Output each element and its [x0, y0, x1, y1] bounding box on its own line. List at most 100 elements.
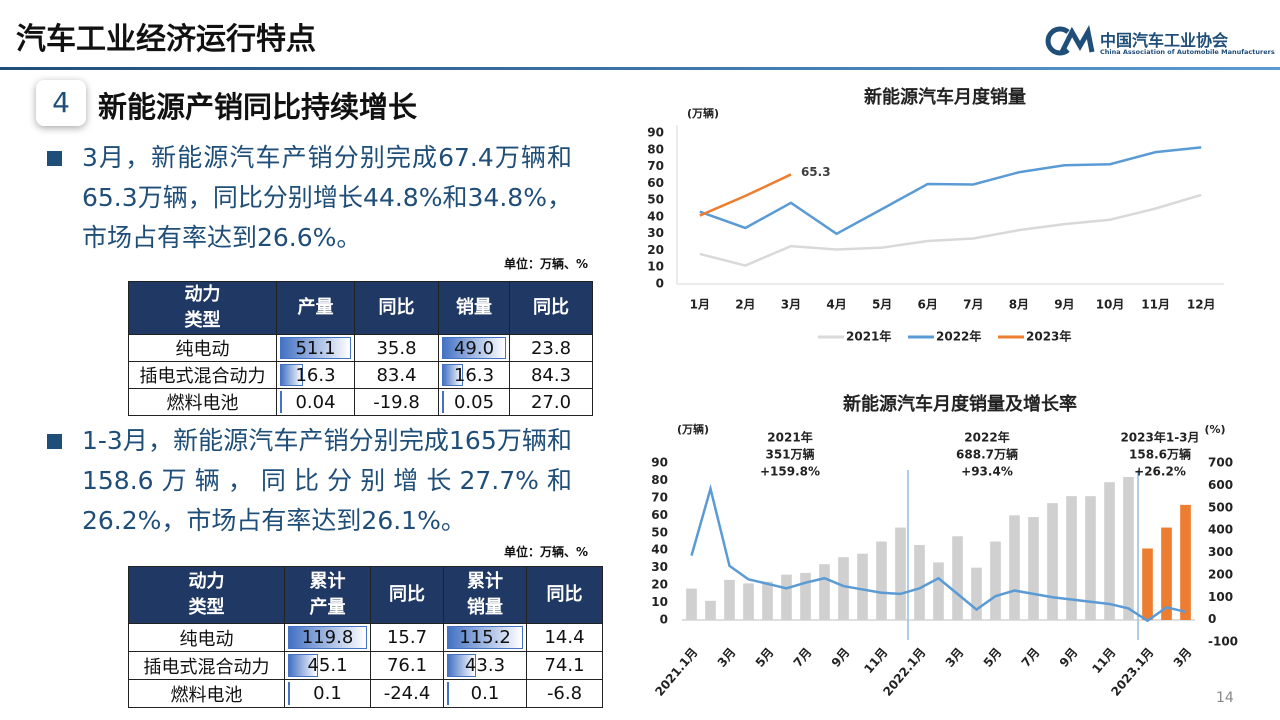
header-text: 同比: [378, 297, 415, 318]
table-header-row: 动力类型 累计产量 同比 累计销量 同比: [128, 566, 603, 624]
x-tick-label: 7月: [963, 298, 983, 312]
x-tick-label: 4月: [826, 298, 846, 312]
table-header-cell: 同比: [370, 566, 444, 624]
data-bar: [442, 364, 464, 386]
data-bar: [280, 391, 282, 413]
table-cell: 15.7: [370, 623, 444, 652]
header-text: 累计产量: [309, 571, 346, 618]
x-tick-label: 11月: [861, 645, 890, 676]
table-cell: 74.1: [526, 651, 603, 680]
table-cell: 16.3: [438, 361, 510, 389]
x-tick-label: 7月: [791, 645, 815, 670]
x-tick-label: 2021.1月: [652, 645, 700, 699]
table-header-cell: 同比: [526, 566, 603, 624]
annotation: +26.2%: [1134, 465, 1186, 479]
bar: [1161, 527, 1172, 620]
y2-tick-label: 700: [1208, 456, 1233, 470]
cell-text: 纯电动: [179, 628, 234, 650]
bullet-text: 1-3月，新能源汽车产销分别完成165万辆和158.6万辆，同比分别增长27.7…: [82, 426, 572, 535]
table-header-row: 动力类型 产量 同比 销量 同比: [128, 281, 593, 335]
data-bar: [280, 364, 303, 386]
cell-text: -6.8: [546, 683, 583, 704]
table-cell: 纯电动: [128, 334, 277, 362]
header-text: 累计销量: [467, 571, 503, 618]
logo: [1045, 24, 1095, 56]
table-row: 插电式混合动力 16.3 83.4 16.3 84.3: [128, 361, 593, 389]
table-cell: 84.3: [509, 361, 593, 389]
data-bar: [442, 337, 506, 359]
table-cell: 纯电动: [128, 623, 285, 652]
section-title: 新能源产销同比持续增长: [98, 90, 418, 124]
y-tick-label: 20: [647, 243, 664, 257]
data-table: 动力类型 累计产量 同比 累计销量 同比 纯电动 119.8 15.7 115.2 14.4 插电式…: [128, 566, 603, 708]
table-row: 燃料电池 0.1 -24.4 0.1 -6.8: [128, 679, 603, 708]
cell-text: 0.05: [453, 391, 495, 413]
bar: [1066, 496, 1077, 620]
table-header-cell: 产量: [276, 281, 355, 335]
cell-text: -24.4: [383, 683, 431, 704]
x-tick-label: 11月: [1141, 298, 1170, 312]
y-tick-label: 70: [651, 490, 668, 504]
data-bar: [288, 654, 318, 677]
header-text: 同比: [533, 297, 569, 318]
table-cell: 14.4: [526, 623, 603, 652]
table-header-cell: 同比: [354, 281, 439, 335]
bar: [705, 600, 716, 620]
cell-text: 插电式混合动力: [143, 656, 270, 678]
cell-text: 0.04: [295, 391, 336, 413]
y2-tick-label: 100: [1208, 590, 1233, 604]
cell-text: 49.0: [453, 337, 495, 359]
data-bar: [288, 682, 290, 705]
bar: [952, 536, 963, 620]
data-bar: [288, 626, 367, 649]
series-line: [699, 193, 1202, 267]
y-tick-label: 30: [647, 226, 664, 240]
y-axis-label: (万辆): [677, 422, 709, 436]
table-cell: -6.8: [526, 679, 603, 708]
table-cell: 0.1: [443, 679, 527, 708]
table-cell: 115.2: [443, 623, 527, 652]
y2-tick-label: 400: [1208, 523, 1233, 537]
cell-text: 23.8: [530, 337, 572, 359]
table-cell: -24.4: [370, 679, 444, 708]
y2-tick-label: 300: [1208, 545, 1233, 559]
annotation: +93.4%: [961, 465, 1013, 479]
table-cell: 76.1: [370, 651, 444, 680]
x-tick-label: 9月: [1054, 298, 1074, 312]
x-tick-label: 8月: [1009, 298, 1029, 312]
table-cell: 119.8: [284, 623, 371, 652]
table-header-cell: 销量: [438, 281, 510, 335]
bar: [914, 544, 925, 620]
cell-text: 纯电动: [175, 339, 230, 360]
table-row: 插电式混合动力 45.1 76.1 43.3 74.1: [128, 651, 603, 680]
annotation: 158.6万辆: [1129, 447, 1191, 462]
y-tick-label: 40: [651, 543, 668, 557]
cell-text: 15.7: [386, 627, 428, 648]
x-tick-label: 3月: [781, 298, 801, 312]
table-cell: 27.0: [509, 388, 593, 416]
x-tick-label: 12月: [1187, 298, 1216, 312]
x-tick-label: 2月: [735, 298, 755, 312]
cell-text: 51.1: [295, 337, 336, 359]
cell-text: 35.8: [376, 337, 417, 359]
x-tick-label: 9月: [1057, 645, 1081, 670]
bar: [1142, 548, 1153, 620]
y-tick-label: 80: [651, 473, 668, 487]
y-tick-label: 10: [647, 260, 664, 274]
data-bar: [447, 654, 476, 677]
annotation: 2021年: [767, 430, 812, 445]
y2-tick-label: 200: [1208, 567, 1233, 581]
cell-text: 83.4: [376, 364, 417, 386]
bar: [1104, 482, 1115, 620]
table-unit: 单位：万辆、%: [503, 545, 588, 559]
header-text: 动力类型: [184, 284, 221, 331]
data-bar: [280, 337, 351, 359]
bar: [800, 572, 811, 620]
cell-text: 84.3: [530, 364, 572, 386]
bar: [724, 579, 735, 620]
table-cell: 83.4: [354, 361, 439, 389]
bar: [1047, 503, 1058, 620]
cell-text: 插电式混合动力: [139, 366, 266, 387]
header-text: 销量: [456, 297, 492, 318]
